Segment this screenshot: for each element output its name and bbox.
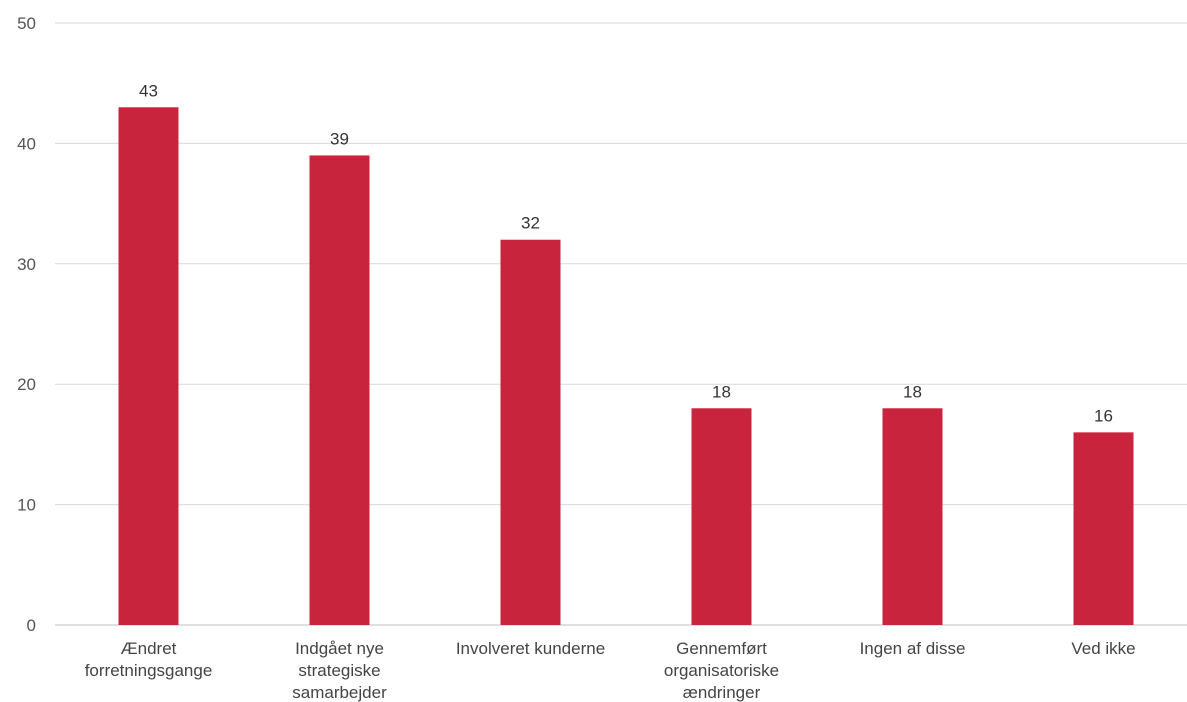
x-category-label: Involveret kunderne bbox=[456, 639, 605, 658]
x-axis-category-labels: Ændret forretningsgange Indgået nye strateg… bbox=[85, 639, 1136, 702]
bar-value-label: 43 bbox=[139, 81, 158, 100]
bar bbox=[691, 408, 752, 625]
y-tick-label: 0 bbox=[27, 616, 36, 635]
x-category-label: Indgået nye bbox=[295, 639, 384, 658]
x-category-label: samarbejder bbox=[292, 683, 387, 702]
x-category-label: Gennemført bbox=[676, 639, 767, 658]
bar-value-label: 18 bbox=[903, 382, 922, 401]
y-tick-label: 40 bbox=[17, 134, 36, 153]
x-category-label: strategiske bbox=[298, 661, 380, 680]
bar-value-label: 18 bbox=[712, 382, 731, 401]
bar bbox=[118, 107, 179, 625]
x-category-label: Ingen af disse bbox=[860, 639, 966, 658]
bar bbox=[500, 239, 561, 625]
bar-value-label: 39 bbox=[330, 129, 349, 148]
bar-value-labels: 43 39 32 18 18 16 bbox=[139, 81, 1113, 425]
bar-value-label: 16 bbox=[1094, 406, 1113, 425]
bar bbox=[309, 155, 370, 625]
x-category-label: organisatoriske bbox=[664, 661, 779, 680]
bar bbox=[882, 408, 943, 625]
x-category-label: ændringer bbox=[683, 683, 761, 702]
y-tick-label: 10 bbox=[17, 496, 36, 515]
bar bbox=[1073, 432, 1134, 625]
bar-value-label: 32 bbox=[521, 214, 540, 233]
y-axis-tick-labels: 0 10 20 30 40 50 bbox=[17, 14, 36, 635]
x-category-label: Ændret bbox=[121, 639, 177, 658]
bars bbox=[118, 107, 1134, 625]
gridlines bbox=[55, 22, 1187, 626]
x-category-label: forretningsgange bbox=[85, 661, 213, 680]
y-tick-label: 20 bbox=[17, 375, 36, 394]
y-tick-label: 50 bbox=[17, 14, 36, 33]
y-tick-label: 30 bbox=[17, 255, 36, 274]
x-category-label: Ved ikke bbox=[1071, 639, 1135, 658]
